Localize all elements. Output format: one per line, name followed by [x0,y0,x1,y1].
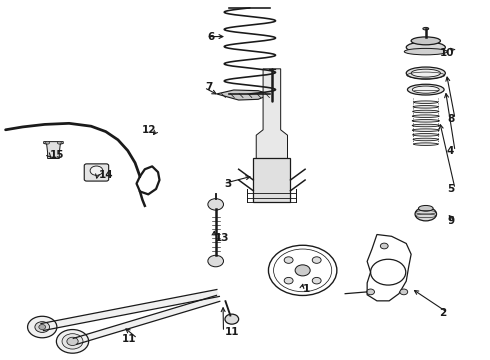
Ellipse shape [411,37,441,45]
Text: 3: 3 [224,179,232,189]
Circle shape [208,255,223,267]
Circle shape [367,289,374,295]
Ellipse shape [406,67,445,79]
Circle shape [295,265,310,276]
Text: 12: 12 [142,125,156,135]
Text: 13: 13 [215,233,229,243]
Ellipse shape [413,86,439,93]
Text: 11: 11 [122,333,137,343]
Ellipse shape [418,206,433,211]
Polygon shape [74,295,220,345]
Circle shape [284,278,293,284]
Text: 1: 1 [303,284,310,294]
Circle shape [67,337,78,346]
Polygon shape [217,90,270,100]
Ellipse shape [412,115,439,117]
Circle shape [284,257,293,263]
Text: 14: 14 [98,170,113,180]
Circle shape [312,257,321,263]
Circle shape [225,314,239,324]
Text: 10: 10 [440,48,454,58]
Text: 11: 11 [224,327,239,337]
Text: 5: 5 [447,184,454,194]
Circle shape [56,329,89,353]
FancyBboxPatch shape [84,164,109,181]
Ellipse shape [404,48,447,55]
Text: 15: 15 [49,150,64,160]
Ellipse shape [423,27,429,30]
Circle shape [400,289,408,295]
Circle shape [57,141,61,144]
Circle shape [380,243,388,249]
Circle shape [312,278,321,284]
Ellipse shape [414,101,438,103]
Circle shape [27,316,57,338]
Ellipse shape [414,143,438,145]
Ellipse shape [412,129,439,131]
Circle shape [35,321,49,332]
Polygon shape [44,141,63,158]
Ellipse shape [408,84,444,95]
Ellipse shape [413,105,439,108]
Polygon shape [256,69,288,158]
Text: 9: 9 [447,216,454,226]
Circle shape [208,199,223,210]
Ellipse shape [412,124,440,127]
Text: 8: 8 [447,114,454,124]
Text: 6: 6 [207,32,215,41]
Ellipse shape [413,110,439,113]
Ellipse shape [411,69,441,77]
Circle shape [39,324,46,329]
Circle shape [90,166,103,175]
Ellipse shape [413,134,439,136]
Ellipse shape [415,207,437,221]
Text: 2: 2 [440,308,447,318]
Ellipse shape [412,120,440,122]
Polygon shape [41,289,220,330]
Ellipse shape [406,42,445,53]
Text: 7: 7 [205,82,212,93]
Circle shape [62,334,83,349]
Ellipse shape [413,138,439,141]
Text: 4: 4 [447,146,454,156]
FancyBboxPatch shape [253,158,291,202]
Circle shape [46,141,49,144]
